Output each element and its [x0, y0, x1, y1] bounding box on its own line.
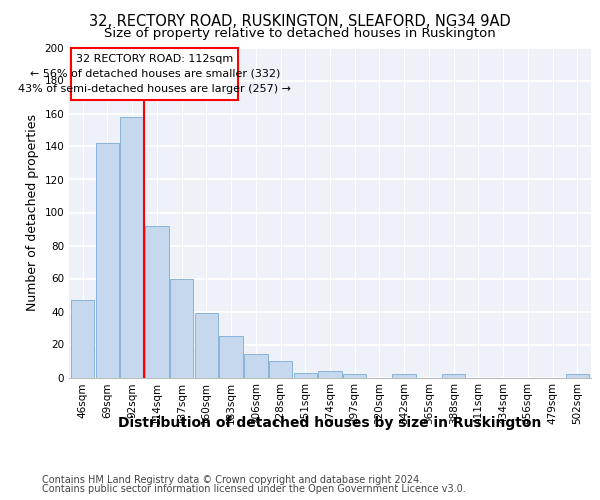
Text: Distribution of detached houses by size in Ruskington: Distribution of detached houses by size … [118, 416, 542, 430]
Bar [442, 374, 466, 378]
Text: Contains HM Land Registry data © Crown copyright and database right 2024.: Contains HM Land Registry data © Crown c… [42, 475, 422, 485]
Bar [95, 143, 119, 378]
Bar [293, 372, 317, 378]
Text: Contains public sector information licensed under the Open Government Licence v3: Contains public sector information licen… [42, 484, 466, 494]
Text: 43% of semi-detached houses are larger (257) →: 43% of semi-detached houses are larger (… [19, 84, 292, 94]
Text: 32 RECTORY ROAD: 112sqm: 32 RECTORY ROAD: 112sqm [76, 54, 233, 64]
Bar [318, 371, 342, 378]
Bar [194, 313, 218, 378]
FancyBboxPatch shape [71, 48, 238, 100]
Text: Size of property relative to detached houses in Ruskington: Size of property relative to detached ho… [104, 28, 496, 40]
Text: 32, RECTORY ROAD, RUSKINGTON, SLEAFORD, NG34 9AD: 32, RECTORY ROAD, RUSKINGTON, SLEAFORD, … [89, 14, 511, 29]
Bar [392, 374, 416, 378]
Bar [145, 226, 169, 378]
Bar [121, 117, 144, 378]
Bar [566, 374, 589, 378]
Bar [71, 300, 94, 378]
Text: ← 56% of detached houses are smaller (332): ← 56% of detached houses are smaller (33… [30, 69, 280, 79]
Bar [170, 278, 193, 378]
Bar [269, 361, 292, 378]
Bar [244, 354, 268, 378]
Y-axis label: Number of detached properties: Number of detached properties [26, 114, 39, 311]
Bar [219, 336, 243, 378]
Bar [343, 374, 367, 378]
